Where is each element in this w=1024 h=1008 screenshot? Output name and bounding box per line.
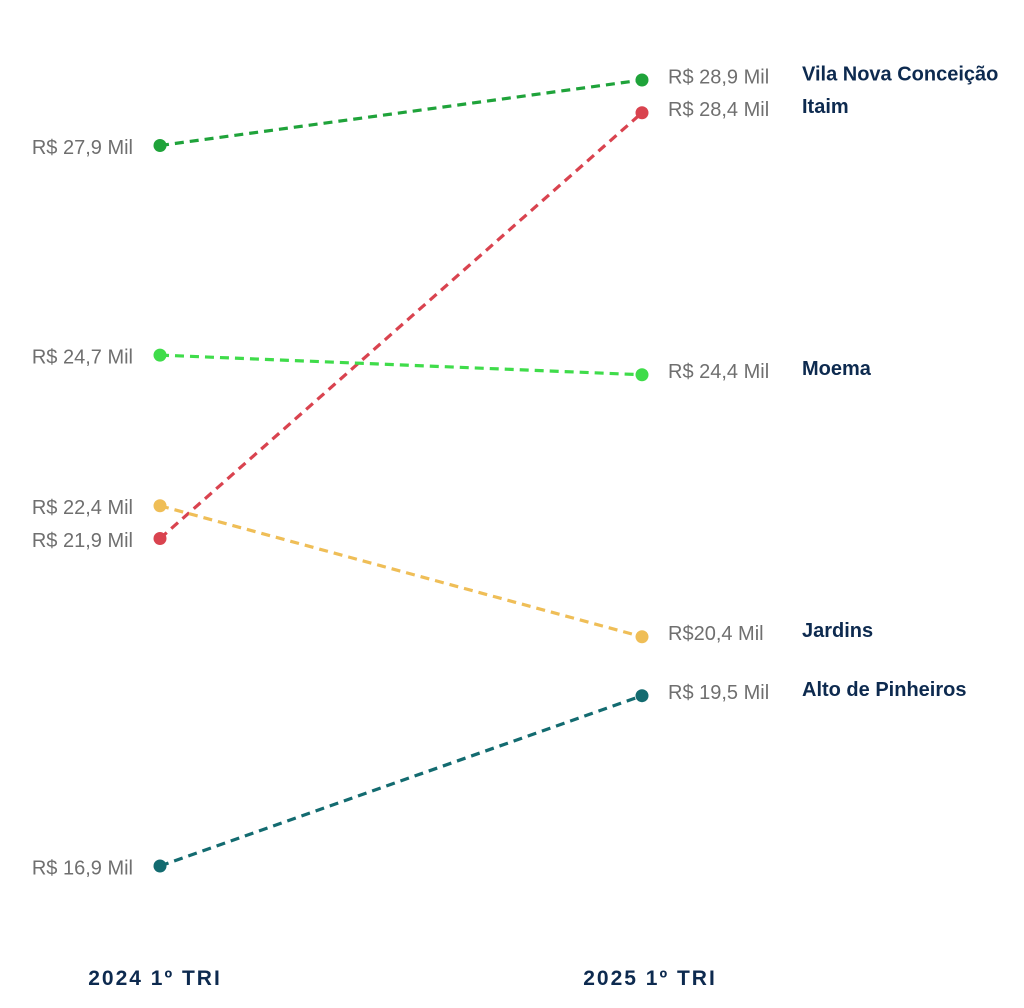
- axis-layer: 2024 1º TRI 2025 1º TRI: [88, 967, 717, 990]
- value-label-vila-nova-conceicao-end: R$ 28,9 Mil: [668, 66, 769, 88]
- series-line-alto-de-pinheiros: [159, 694, 643, 868]
- data-point-jardins-start: [153, 499, 167, 513]
- value-label-alto-de-pinheiros-end: R$ 19,5 Mil: [668, 682, 769, 704]
- value-label-vila-nova-conceicao-start: R$ 27,9 Mil: [32, 137, 133, 159]
- series-line-vila-nova-conceicao: [159, 78, 643, 148]
- series-name-vila-nova-conceicao: Vila Nova Conceição: [802, 63, 998, 85]
- series-name-alto-de-pinheiros: Alto de Pinheiros: [802, 679, 966, 701]
- value-label-jardins-start: R$ 22,4 Mil: [32, 497, 133, 519]
- data-point-itaim-end: [635, 106, 649, 120]
- data-point-vila-nova-conceicao-start: [153, 139, 167, 152]
- value-label-alto-de-pinheiros-start: R$ 16,9 Mil: [32, 857, 133, 879]
- data-point-itaim-start: [153, 532, 167, 545]
- value-label-jardins-end: R$20,4 Mil: [668, 623, 764, 645]
- series-line-moema: [159, 353, 643, 377]
- value-label-itaim-start: R$ 21,9 Mil: [32, 530, 133, 552]
- points-layer: [153, 73, 649, 873]
- lines-layer: [158, 78, 644, 868]
- series-name-itaim: Itaim: [802, 96, 849, 118]
- data-point-jardins-end: [635, 630, 649, 644]
- value-label-moema-start: R$ 24,7 Mil: [32, 346, 133, 368]
- category-label-left: 2024 1º TRI: [88, 967, 222, 990]
- data-point-moema-end: [635, 368, 649, 382]
- series-name-moema: Moema: [802, 358, 872, 380]
- category-label-right: 2025 1º TRI: [583, 967, 717, 990]
- series-line-jardins: [159, 504, 643, 639]
- labels-layer: R$ 27,9 Mil R$ 28,9 Mil Vila Nova Conceiçã…: [32, 63, 999, 879]
- data-point-alto-de-pinheiros-end: [635, 689, 649, 703]
- value-label-moema-end: R$ 24,4 Mil: [668, 361, 769, 383]
- data-point-vila-nova-conceicao-end: [635, 73, 649, 87]
- series-line-itaim: [158, 111, 644, 540]
- value-label-itaim-end: R$ 28,4 Mil: [668, 99, 769, 121]
- data-point-alto-de-pinheiros-start: [153, 859, 167, 873]
- series-name-jardins: Jardins: [802, 620, 873, 642]
- data-point-moema-start: [153, 348, 167, 362]
